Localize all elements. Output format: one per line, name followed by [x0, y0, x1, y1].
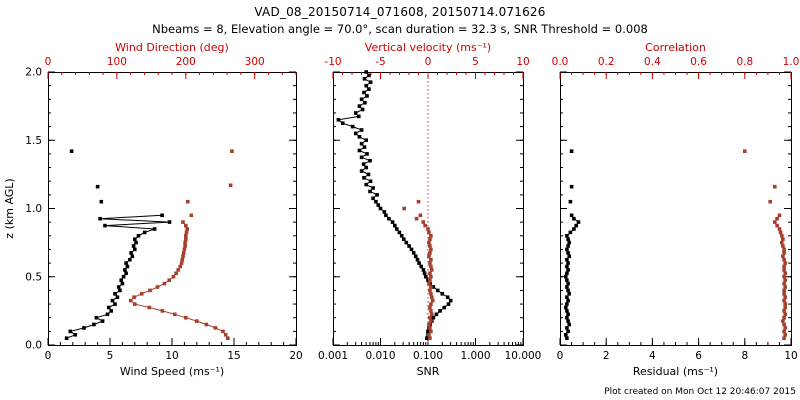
axis-top-snr-profile: -10 -5 0 5 10 Vertical velocity (ms⁻¹) [324, 41, 530, 79]
panel-snr-profile: 0.001 0.010 0.100 1.000 10.000 SNR -10 -5 0 5 10 Ve… [318, 41, 541, 378]
svg-text:0.100: 0.100 [413, 350, 443, 362]
svg-text:1.000: 1.000 [460, 350, 490, 362]
svg-text:0: 0 [557, 350, 564, 362]
series-wind-speed-isolated [69, 149, 104, 204]
svg-text:10.000: 10.000 [505, 350, 542, 362]
svg-text:0: 0 [45, 350, 52, 362]
axis-y-residual-profile [560, 71, 791, 346]
axis-top-wind-profile: 0 100 200 300 Wind Direction (deg) [45, 41, 297, 79]
svg-text:6: 6 [695, 350, 702, 362]
svg-text:5: 5 [472, 56, 479, 68]
panel-residual-profile: 0 2 4 6 8 10 Residual (ms⁻¹) 0.0 0.2 0.4 0.6 0.8 1.0… [552, 41, 800, 378]
svg-text:0: 0 [425, 56, 432, 68]
plot-created-timestamp: Plot created on Mon Oct 12 20:46:07 2015 [604, 387, 796, 397]
series-wind-direction-isolated [186, 149, 234, 218]
svg-text:20: 20 [289, 350, 302, 362]
svg-text:0.2: 0.2 [598, 56, 615, 68]
svg-text:1.5: 1.5 [25, 135, 42, 147]
svg-text:15: 15 [227, 350, 240, 362]
axis-y-snr-profile [333, 71, 523, 346]
svg-text:1.0: 1.0 [783, 56, 800, 68]
series-correlation-isolated [743, 149, 777, 204]
svg-text:0.6: 0.6 [690, 56, 707, 68]
svg-text:200: 200 [176, 56, 196, 68]
svg-text:SNR: SNR [417, 365, 440, 378]
svg-text:4: 4 [649, 350, 656, 362]
svg-text:Wind Direction (deg): Wind Direction (deg) [115, 41, 229, 54]
axis-bottom-residual-profile: 0 2 4 6 8 10 Residual (ms⁻¹) [557, 338, 798, 378]
series-residual [564, 213, 581, 340]
svg-text:-5: -5 [375, 56, 385, 68]
axis-bottom-snr-profile: 0.001 0.010 0.100 1.000 10.000 SNR [318, 338, 541, 378]
svg-text:8: 8 [741, 350, 748, 362]
svg-text:-10: -10 [324, 56, 341, 68]
axis-y-wind-profile: 0.0 0.5 1.0 1.5 2.0 z (km AGL) [3, 67, 296, 352]
plot-title: VAD_08_20150714_071608, 20150714.071626 [254, 5, 546, 19]
svg-text:100: 100 [107, 56, 127, 68]
svg-text:Correlation: Correlation [645, 41, 706, 54]
svg-text:Residual (ms⁻¹): Residual (ms⁻¹) [633, 365, 718, 378]
plot-subtitle: Nbeams = 8, Elevation angle = 70.0°, sca… [152, 22, 648, 36]
svg-text:2: 2 [603, 350, 610, 362]
svg-text:0.0: 0.0 [552, 56, 569, 68]
svg-text:10: 10 [165, 350, 178, 362]
svg-text:0.8: 0.8 [736, 56, 753, 68]
svg-text:z (km AGL): z (km AGL) [3, 178, 16, 238]
svg-text:0.010: 0.010 [365, 350, 395, 362]
series-residual-isolated [568, 149, 574, 204]
svg-text:10: 10 [784, 350, 797, 362]
series-wind-speed [64, 213, 172, 340]
svg-text:0.4: 0.4 [644, 56, 661, 68]
svg-text:0.001: 0.001 [318, 350, 348, 362]
axis-top-residual-profile: 0.0 0.2 0.4 0.6 0.8 1.0 Correlation [552, 41, 800, 79]
svg-text:0: 0 [45, 56, 52, 68]
svg-text:2.0: 2.0 [25, 67, 42, 79]
svg-text:300: 300 [245, 56, 265, 68]
svg-text:5: 5 [107, 350, 114, 362]
axis-bottom-wind-profile: 0 5 10 15 20 Wind Speed (ms⁻¹) [45, 338, 303, 378]
svg-text:Vertical velocity (ms⁻¹): Vertical velocity (ms⁻¹) [365, 41, 491, 54]
series-vertical-velocity [402, 199, 435, 340]
svg-text:Wind Speed (ms⁻¹): Wind Speed (ms⁻¹) [120, 365, 224, 378]
svg-text:0.5: 0.5 [25, 271, 42, 283]
series-wind-direction [128, 220, 230, 340]
series-correlation [773, 213, 787, 340]
panel-wind-profile: 0.0 0.5 1.0 1.5 2.0 z (km AGL) 0 5 10 15 20 Wind Sp… [3, 41, 303, 378]
svg-text:0.0: 0.0 [25, 340, 42, 352]
series-snr [336, 70, 453, 340]
svg-text:10: 10 [516, 56, 529, 68]
svg-text:1.0: 1.0 [25, 203, 42, 215]
